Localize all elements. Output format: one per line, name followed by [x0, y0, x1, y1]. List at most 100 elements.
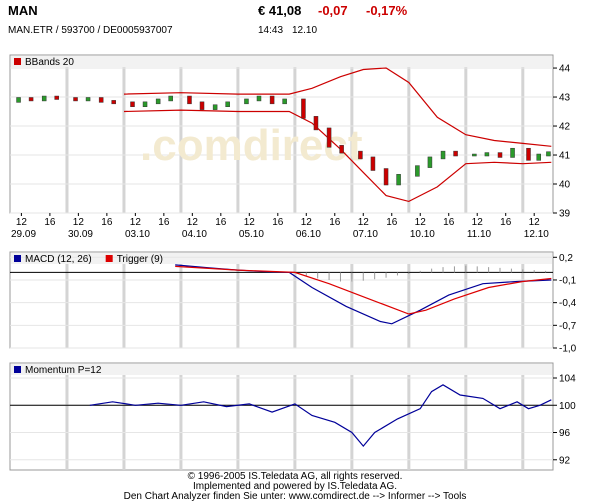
- date-label: 07.10: [353, 229, 378, 240]
- x-tick-label: 12: [244, 217, 256, 228]
- date-label: 12.10: [524, 229, 549, 240]
- candle: [484, 152, 490, 157]
- panel-frame: [9, 251, 554, 349]
- legend-strip: [11, 253, 552, 264]
- x-tick-label: 12: [472, 217, 484, 228]
- y-tick-label: -1,0: [559, 344, 577, 355]
- candle: [358, 150, 363, 160]
- upper-band: [123, 67, 552, 147]
- candle: [28, 97, 34, 102]
- legend-swatch: [14, 255, 21, 262]
- candle: [383, 168, 389, 186]
- y-tick-label: 42: [559, 122, 571, 133]
- candle: [111, 100, 116, 105]
- candle: [339, 145, 344, 154]
- x-tick-label: 16: [272, 217, 284, 228]
- candle: [85, 97, 91, 102]
- candle: [225, 101, 230, 107]
- candle: [301, 98, 306, 119]
- legend-swatch: [14, 366, 21, 373]
- y-tick-label: 0,2: [559, 253, 573, 264]
- y-tick-label: 39: [559, 209, 571, 220]
- panel-frame: [9, 54, 554, 214]
- legend-label: Trigger (9): [117, 254, 163, 265]
- ids: MAN.ETR / 593700 / DE0005937007: [8, 25, 173, 36]
- candle: [282, 98, 287, 105]
- date-label: 11.10: [467, 229, 492, 240]
- footer: © 1996-2005 IS.Teledata AG, all rights r…: [188, 471, 403, 482]
- candle: [212, 104, 218, 110]
- candle: [546, 151, 551, 157]
- x-tick-label: 12: [301, 217, 313, 228]
- legend-strip: [11, 56, 552, 67]
- change: -0,07: [318, 3, 348, 18]
- y-tick-label: -0,7: [559, 321, 577, 332]
- x-tick-label: 16: [386, 217, 398, 228]
- candle: [73, 97, 78, 102]
- x-tick-label: 12: [415, 217, 427, 228]
- y-tick-label: 41: [559, 151, 571, 162]
- y-tick-label: 43: [559, 93, 571, 104]
- y-tick-label: 44: [559, 64, 571, 75]
- date: 12.10: [292, 25, 317, 36]
- legend-strip: [11, 364, 552, 375]
- x-tick-label: 16: [158, 217, 170, 228]
- candle: [244, 98, 249, 105]
- time: 14:43: [258, 25, 283, 36]
- x-tick-label: 12: [187, 217, 199, 228]
- change-pct: -0,17%: [366, 3, 408, 18]
- price: € 41,08: [258, 3, 301, 18]
- candle: [370, 156, 376, 171]
- footer: Implemented and powered by IS.Teledata A…: [193, 481, 397, 492]
- x-tick-label: 16: [215, 217, 227, 228]
- x-tick-label: 16: [500, 217, 512, 228]
- series-line: [175, 265, 552, 315]
- x-tick-label: 12: [529, 217, 541, 228]
- x-tick-label: 12: [130, 217, 142, 228]
- y-tick-label: 104: [559, 373, 576, 384]
- lower-band: [123, 109, 552, 203]
- date-label: 30.09: [68, 229, 93, 240]
- candle: [536, 153, 542, 161]
- legend-swatch: [105, 255, 113, 262]
- candle: [526, 147, 531, 161]
- x-tick-label: 16: [101, 217, 113, 228]
- y-tick-label: 92: [559, 455, 571, 466]
- date-label: 05.10: [239, 229, 264, 240]
- legend-label: MACD (12, 26): [25, 254, 92, 265]
- candle: [326, 127, 332, 148]
- candle: [130, 101, 135, 107]
- candle: [41, 95, 47, 102]
- date-label: 04.10: [182, 229, 207, 240]
- date-label: 10.10: [410, 229, 435, 240]
- candle: [187, 95, 192, 105]
- candle: [497, 152, 503, 158]
- y-tick-label: 100: [559, 401, 576, 412]
- date-label: 06.10: [296, 229, 321, 240]
- x-tick-label: 12: [73, 217, 85, 228]
- series-line: [89, 384, 552, 448]
- candle: [256, 95, 262, 102]
- x-tick-label: 12: [358, 217, 370, 228]
- candle: [98, 97, 104, 103]
- footer: Den Chart Analyzer finden Sie unter: www…: [124, 491, 467, 501]
- candle: [453, 150, 458, 157]
- y-tick-label: 96: [559, 428, 571, 439]
- candle: [199, 101, 205, 110]
- date-label: 03.10: [125, 229, 150, 240]
- candle: [427, 156, 433, 168]
- candle: [16, 97, 21, 103]
- x-tick-label: 16: [44, 217, 56, 228]
- candle: [54, 95, 59, 100]
- candle: [510, 147, 515, 158]
- candle: [440, 150, 446, 160]
- candle: [155, 98, 161, 105]
- candle: [313, 116, 319, 131]
- legend-swatch: [14, 58, 21, 65]
- candle: [269, 95, 275, 105]
- y-tick-label: -0,1: [559, 275, 577, 286]
- y-tick-label: -0,4: [559, 298, 577, 309]
- x-tick-label: 16: [329, 217, 341, 228]
- x-tick-label: 12: [16, 217, 28, 228]
